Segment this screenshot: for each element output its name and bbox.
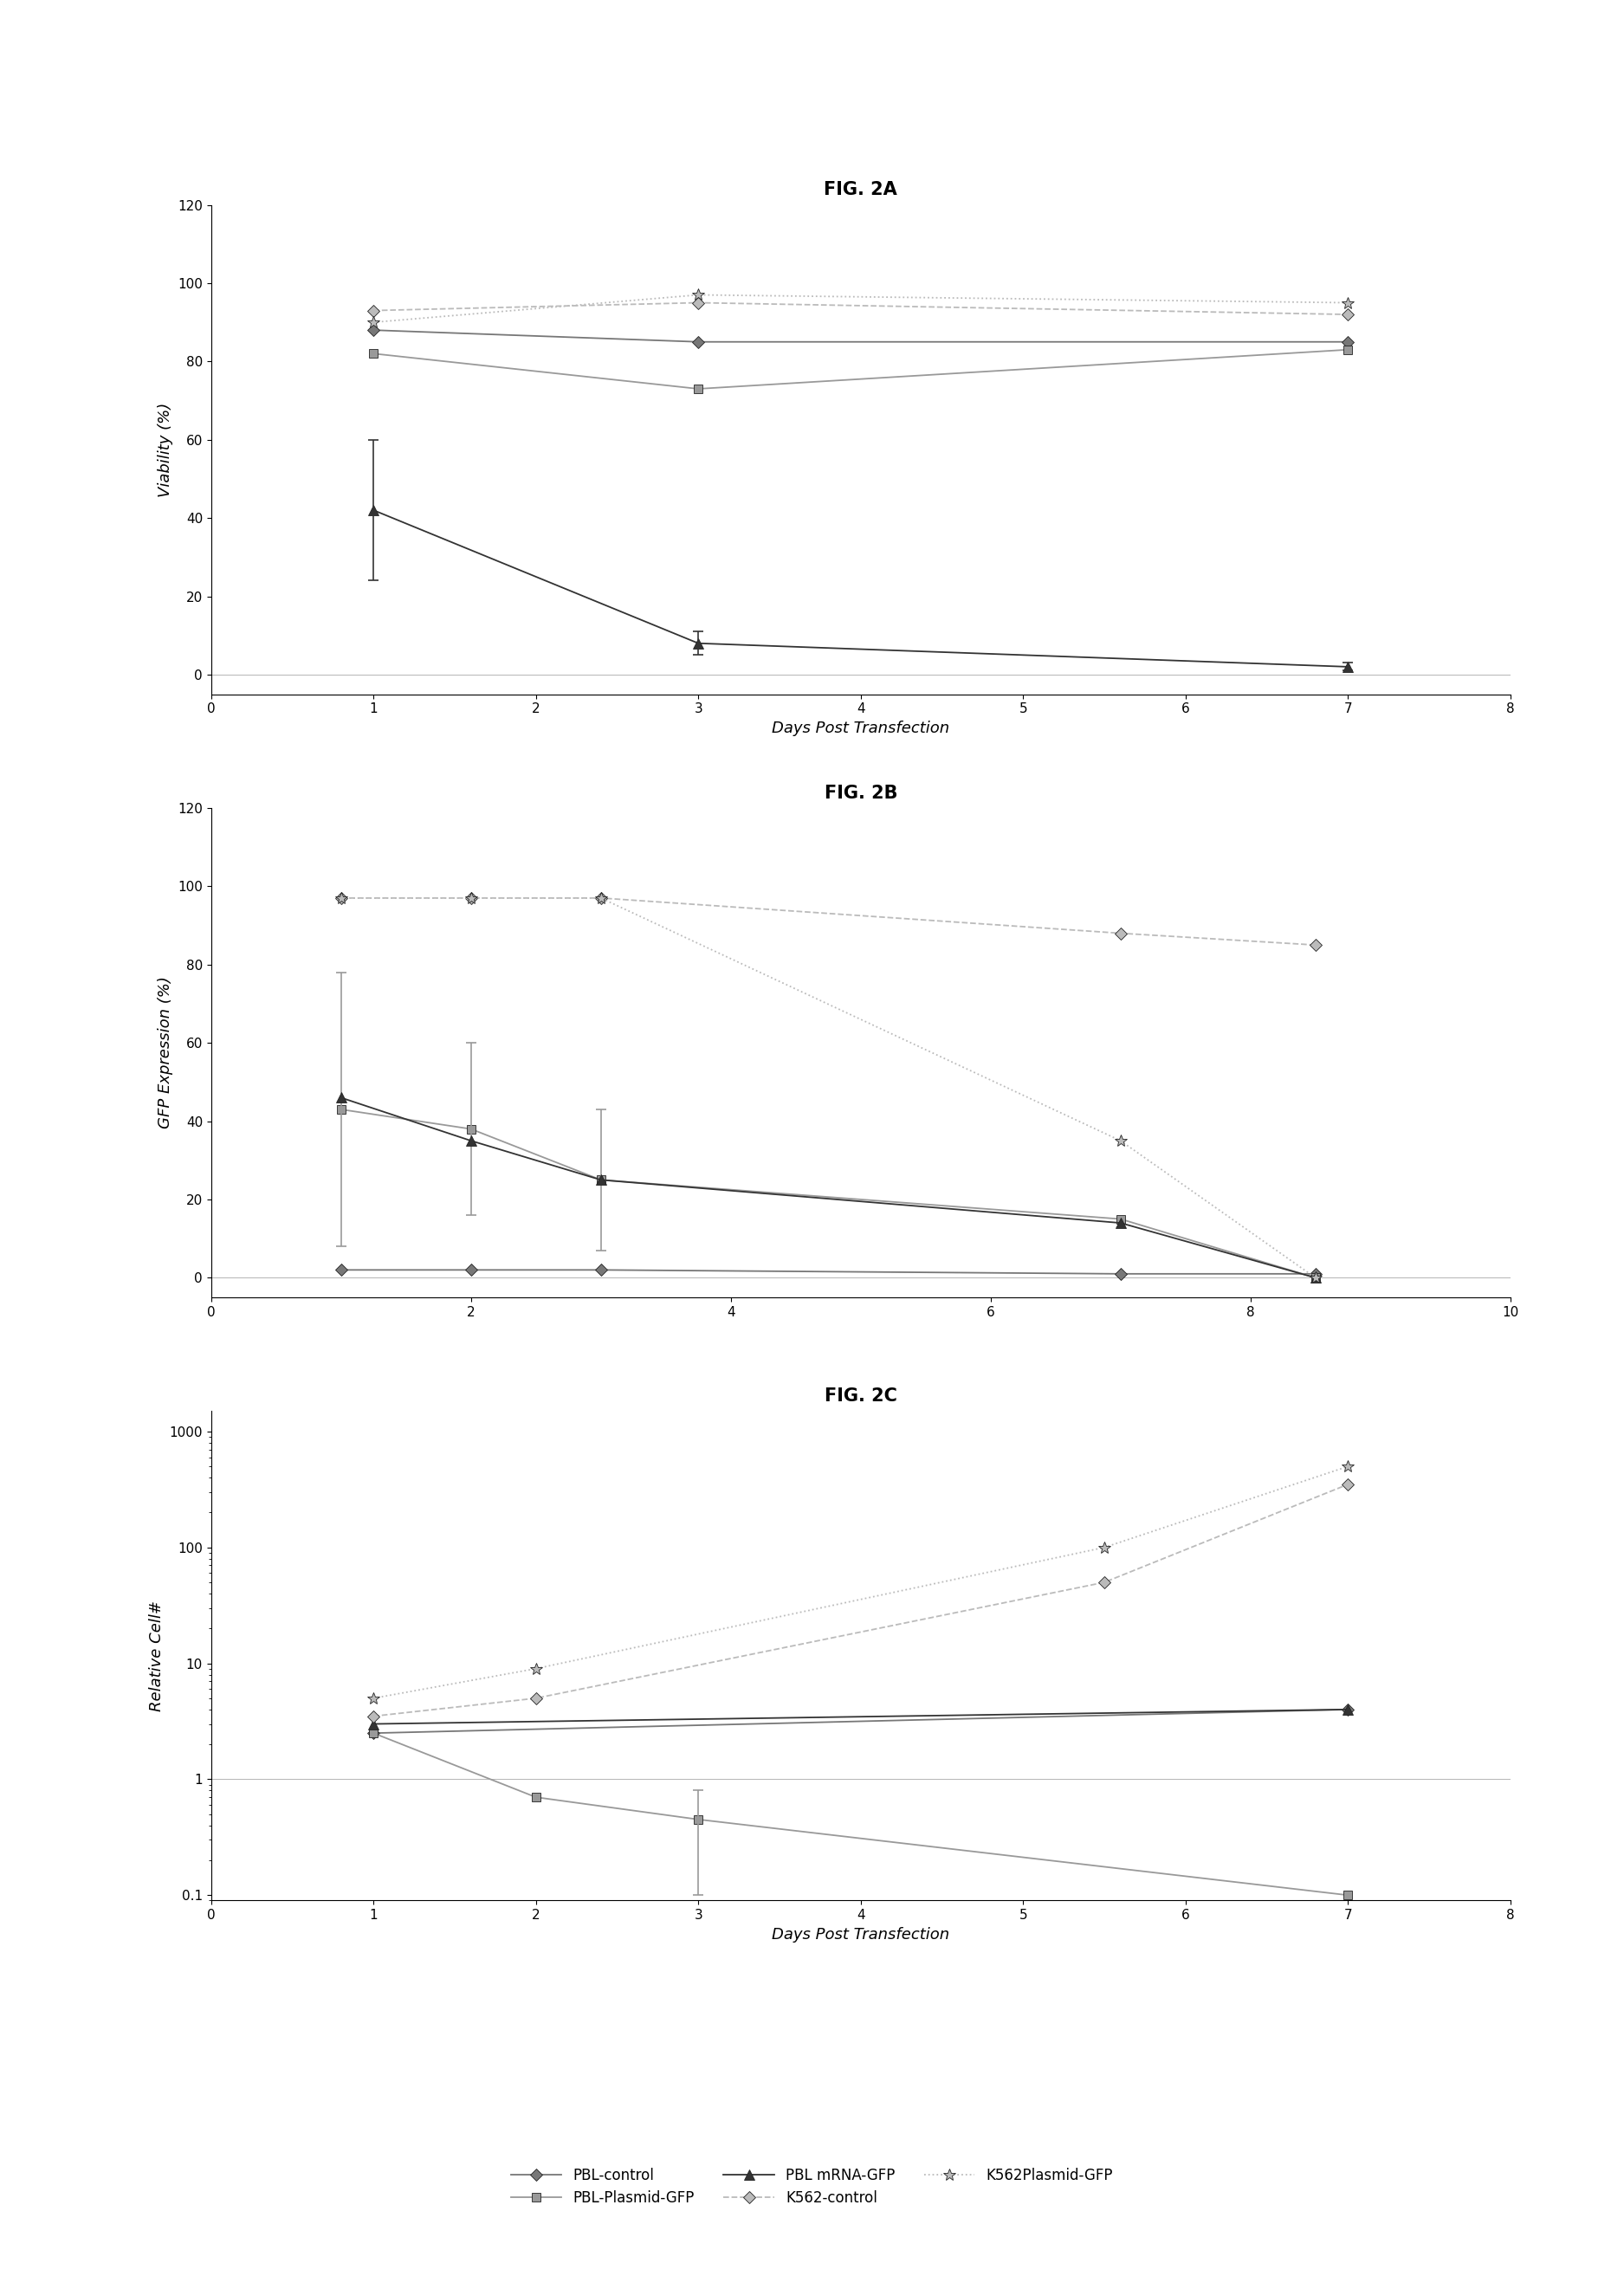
Legend: PBL-control, PBL-Plasmid-GFP, PBL mRNA-GFP, K562-control, K562Plasmid-GFP: PBL-control, PBL-Plasmid-GFP, PBL mRNA-G… (505, 2162, 1119, 2212)
Y-axis label: Viability (%): Viability (%) (158, 403, 172, 496)
Title: FIG. 2B: FIG. 2B (823, 785, 898, 801)
Title: FIG. 2A: FIG. 2A (823, 182, 898, 198)
Y-axis label: GFP Expression (%): GFP Expression (%) (158, 976, 172, 1129)
X-axis label: Days Post Transfection: Days Post Transfection (771, 1928, 950, 1941)
X-axis label: Days Post Transfection: Days Post Transfection (771, 721, 950, 735)
Y-axis label: Relative Cell#: Relative Cell# (149, 1600, 164, 1712)
Title: FIG. 2C: FIG. 2C (825, 1388, 896, 1404)
